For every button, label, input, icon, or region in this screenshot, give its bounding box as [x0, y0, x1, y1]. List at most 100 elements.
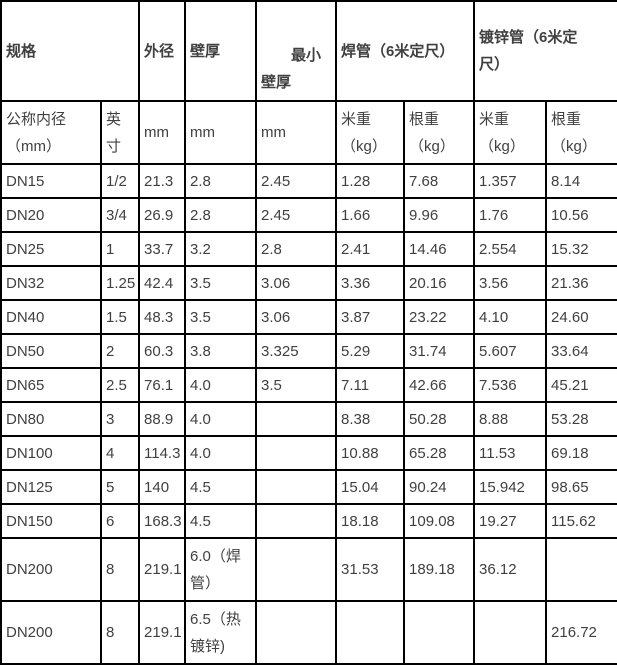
table-cell	[403, 600, 476, 665]
header-row-1: 规格 外径 壁厚 最小 壁厚 焊管（6米定尺） 镀锌管（6米定 尺）	[0, 0, 617, 102]
table-cell: 8	[99, 537, 141, 602]
table-row: DN50 2 60.3 3.8 3.325 5.29 31.74 5.607 33.64	[0, 333, 617, 369]
table-cell: 3.2	[184, 231, 258, 267]
table-cell: 2.8	[184, 163, 258, 199]
table-cell: DN80	[0, 401, 102, 437]
header-inch: 英 寸	[99, 100, 141, 165]
table-cell: 3.36	[335, 265, 406, 301]
table-cell: DN20	[0, 197, 102, 233]
table-cell: 11.53	[473, 435, 548, 471]
table-cell: 98.65	[545, 469, 617, 505]
table-cell: 10.88	[335, 435, 406, 471]
header-outer-diameter: 外径	[138, 0, 187, 102]
table-cell: 23.22	[403, 299, 476, 335]
table-cell: 3.06	[255, 299, 338, 335]
table-cell: 8.14	[545, 163, 617, 199]
table-cell: 4.0	[184, 367, 258, 403]
table-cell: 2	[99, 333, 141, 369]
table-cell: 42.66	[403, 367, 476, 403]
table-cell: DN200	[0, 537, 102, 602]
table-cell: 3.06	[255, 265, 338, 301]
table-row: DN40 1.5 48.3 3.5 3.06 3.87 23.22 4.10 24.60	[0, 299, 617, 335]
table-cell: 8.38	[335, 401, 406, 437]
table-cell	[335, 600, 406, 665]
table-cell: 1.76	[473, 197, 548, 233]
table-cell: 3.87	[335, 299, 406, 335]
table-cell: 15.942	[473, 469, 548, 505]
table-cell	[255, 435, 338, 471]
table-cell: 1.5	[99, 299, 141, 335]
header-welded-pipe: 焊管（6米定尺）	[335, 0, 476, 102]
table-cell: 15.04	[335, 469, 406, 505]
table-cell: 3	[99, 401, 141, 437]
table-cell: 21.36	[545, 265, 617, 301]
table-cell	[255, 537, 338, 602]
table-cell	[255, 401, 338, 437]
table-cell: 90.24	[403, 469, 476, 505]
table-cell	[255, 503, 338, 539]
table-cell: 1.28	[335, 163, 406, 199]
table-cell: 1.25	[99, 265, 141, 301]
table-cell: 140	[138, 469, 187, 505]
table-cell: 3.325	[255, 333, 338, 369]
table-cell: 4.5	[184, 503, 258, 539]
table-cell: DN65	[0, 367, 102, 403]
table-cell: 6.0（焊 管）	[184, 537, 258, 602]
header-min-wall-thickness: 最小 壁厚	[255, 0, 338, 102]
table-row: DN100 4 114.3 4.0 10.88 65.28 11.53 69.18	[0, 435, 617, 471]
table-cell: 53.28	[545, 401, 617, 437]
table-cell	[473, 600, 548, 665]
header-minwt-mm: mm	[255, 100, 338, 165]
table-row: DN32 1.25 42.4 3.5 3.06 3.36 20.16 3.56 21.36	[0, 265, 617, 301]
table-cell: DN15	[0, 163, 102, 199]
table-cell: 21.3	[138, 163, 187, 199]
table-cell: 24.60	[545, 299, 617, 335]
table-cell: 26.9	[138, 197, 187, 233]
table-cell: 4	[99, 435, 141, 471]
table-row: DN150 6 168.3 4.5 18.18 109.08 19.27 115.62	[0, 503, 617, 539]
table-cell: 36.12	[473, 537, 548, 602]
table-cell: DN150	[0, 503, 102, 539]
table-cell: 1/2	[99, 163, 141, 199]
table-cell: 3.5	[184, 265, 258, 301]
table-cell: 18.18	[335, 503, 406, 539]
table-cell: 2.41	[335, 231, 406, 267]
table-cell: 45.21	[545, 367, 617, 403]
table-cell: 6.5（热 镀锌)	[184, 600, 258, 665]
table-cell: DN25	[0, 231, 102, 267]
table-cell: 60.3	[138, 333, 187, 369]
table-cell: 69.18	[545, 435, 617, 471]
table-cell: 1.357	[473, 163, 548, 199]
table-cell: DN125	[0, 469, 102, 505]
table-cell: 1.66	[335, 197, 406, 233]
table-cell: 168.3	[138, 503, 187, 539]
table-cell: 2.45	[255, 197, 338, 233]
table-cell: 14.46	[403, 231, 476, 267]
table-cell: 2.8	[255, 231, 338, 267]
table-cell: 8	[99, 600, 141, 665]
table-cell	[255, 469, 338, 505]
table-cell: 31.74	[403, 333, 476, 369]
table-cell: 10.56	[545, 197, 617, 233]
table-cell: 1	[99, 231, 141, 267]
table-row: DN125 5 140 4.5 15.04 90.24 15.942 98.65	[0, 469, 617, 505]
table-cell: 3.8	[184, 333, 258, 369]
table-cell: 33.7	[138, 231, 187, 267]
table-row: DN15 1/2 21.3 2.8 2.45 1.28 7.68 1.357 8.14	[0, 163, 617, 199]
table-cell: 5	[99, 469, 141, 505]
table-cell: 115.62	[545, 503, 617, 539]
header-wt-mm: mm	[184, 100, 258, 165]
table-cell: 2.45	[255, 163, 338, 199]
table-cell: 4.10	[473, 299, 548, 335]
table-cell: DN100	[0, 435, 102, 471]
table-cell: DN32	[0, 265, 102, 301]
table-cell: 3/4	[99, 197, 141, 233]
table-cell: 9.96	[403, 197, 476, 233]
table-cell: 7.11	[335, 367, 406, 403]
table-row: DN80 3 88.9 4.0 8.38 50.28 8.88 53.28	[0, 401, 617, 437]
table-cell: 5.607	[473, 333, 548, 369]
header-welded-meter-weight: 米重 （kg）	[335, 100, 406, 165]
header-row-2: 公称内径 （mm） 英 寸 mm mm mm 米重 （kg） 根重 （kg） 米…	[0, 100, 617, 165]
table-cell: 4.0	[184, 401, 258, 437]
